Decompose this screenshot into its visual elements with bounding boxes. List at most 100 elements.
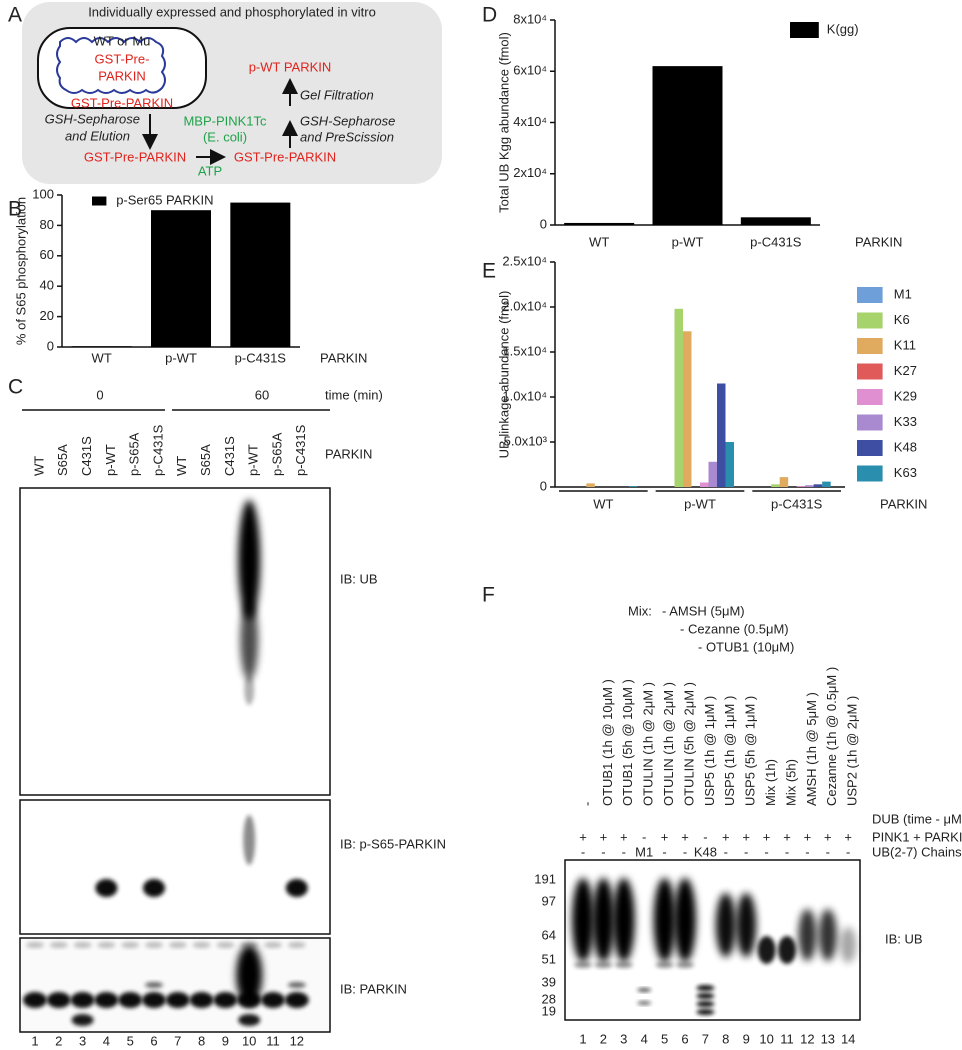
x-tick-label: WT <box>589 234 609 249</box>
pink1-parkin: + <box>600 829 608 844</box>
band <box>168 942 187 948</box>
lane-label: OTULIN (5h @ 2μM ) <box>681 682 696 806</box>
band <box>696 993 715 999</box>
bar <box>805 485 814 487</box>
band <box>264 942 282 948</box>
blot-frame <box>19 487 331 796</box>
pink1-parkin: + <box>742 829 750 844</box>
legend-swatch <box>857 338 883 354</box>
method: GSH-Sepharose <box>300 113 395 128</box>
blot-frame <box>19 799 331 935</box>
band <box>143 879 165 897</box>
protein: PARKIN <box>98 68 145 83</box>
legend-swatch <box>92 196 107 206</box>
blot-label: IB: UB <box>340 571 378 586</box>
lane-label: p-C431S <box>150 424 165 476</box>
band <box>696 985 715 991</box>
lane-number: 10 <box>759 1031 773 1046</box>
lane-label: p-S65A <box>127 432 142 476</box>
legend-label: p-Ser65 PARKIN <box>116 192 213 207</box>
bar <box>230 202 291 347</box>
bar <box>564 222 635 225</box>
mix-item: - AMSH (5μM) <box>662 603 745 618</box>
lane-number: 9 <box>222 1033 229 1048</box>
band <box>637 1001 652 1005</box>
band <box>592 878 615 962</box>
lane-label: C431S <box>222 436 237 476</box>
band <box>637 988 652 992</box>
product: p-WT PARKIN <box>249 59 332 74</box>
pink1-parkin: + <box>681 829 689 844</box>
band <box>240 600 259 680</box>
band <box>145 942 163 948</box>
pink1-parkin: - <box>703 829 707 844</box>
bar <box>151 210 211 347</box>
ub-chains: - <box>764 844 768 859</box>
time-label: time (min) <box>325 387 383 402</box>
blot-label: IB: UB <box>885 931 923 946</box>
y-axis-label: Total UB Kgg abundance (fmol) <box>496 32 511 213</box>
pink1-parkin: + <box>722 829 730 844</box>
y-tick-label: 2x10⁴ <box>513 165 547 180</box>
cell <box>37 27 207 109</box>
band <box>244 675 255 705</box>
row-label: UB(2-7) Chains <box>872 844 962 859</box>
bar <box>779 477 789 487</box>
pink1-parkin: + <box>804 829 812 844</box>
band <box>189 992 214 1008</box>
legend-label: K29 <box>894 388 917 403</box>
legend-swatch <box>790 22 819 38</box>
mw-marker: 64 <box>542 927 556 942</box>
band <box>213 992 238 1008</box>
ub-chains: - <box>744 844 748 859</box>
pink1-parkin: + <box>620 829 628 844</box>
band <box>696 1001 715 1007</box>
cell-label: WT or Mu <box>94 33 151 48</box>
lane-number: 1 <box>31 1033 38 1048</box>
mw-marker: 39 <box>542 974 556 989</box>
lane-label: USP5 (1h @ 1μM ) <box>702 696 717 806</box>
band <box>145 982 163 988</box>
ub-chains: - <box>846 844 850 859</box>
band <box>23 992 47 1008</box>
ub-chains: - <box>622 844 626 859</box>
mw-marker: 19 <box>542 1003 556 1018</box>
band <box>236 945 263 1005</box>
pink1-parkin: + <box>763 829 771 844</box>
lane-label: C431S <box>79 436 94 476</box>
bar <box>674 308 683 487</box>
y-tick-label: 0 <box>47 338 54 353</box>
lane-number: 8 <box>198 1033 205 1048</box>
legend-label: K63 <box>894 465 917 480</box>
band <box>676 962 694 968</box>
band <box>238 1014 261 1026</box>
mw-marker: 51 <box>542 951 556 966</box>
lane-number: 5 <box>661 1031 668 1046</box>
lane-label: Cezanne (1h @ 0.5μM ) <box>824 667 839 806</box>
x-axis-label: PARKIN <box>855 234 902 249</box>
lane-number: 9 <box>743 1031 750 1046</box>
lane-number: 7 <box>702 1031 709 1046</box>
lane-label: - <box>579 802 594 806</box>
ub-chains: - <box>581 844 585 859</box>
band <box>243 815 256 865</box>
band <box>653 878 676 962</box>
bar <box>771 484 780 487</box>
y-tick-label: 60 <box>40 247 54 262</box>
band <box>192 942 211 948</box>
x-tick-label: p-WT <box>672 234 704 249</box>
bar <box>813 484 823 487</box>
lane-label: S65A <box>198 444 213 476</box>
y-tick-label: 6x10⁴ <box>513 63 547 78</box>
band <box>94 992 119 1008</box>
mix-item: - OTUB1 (10μM) <box>698 639 794 654</box>
band <box>614 962 633 968</box>
lane-label: OTUB1 (1h @ 10μM ) <box>600 679 615 806</box>
band <box>572 878 594 962</box>
lane-label: p-S65A <box>269 432 284 476</box>
mix-item: - Cezanne (0.5μM) <box>680 621 789 636</box>
y-tick-label: 1.0x10⁴ <box>502 388 547 403</box>
bar <box>628 486 638 487</box>
kinase: MBP-PINK1Tc <box>183 113 267 128</box>
legend-label: M1 <box>894 286 912 301</box>
